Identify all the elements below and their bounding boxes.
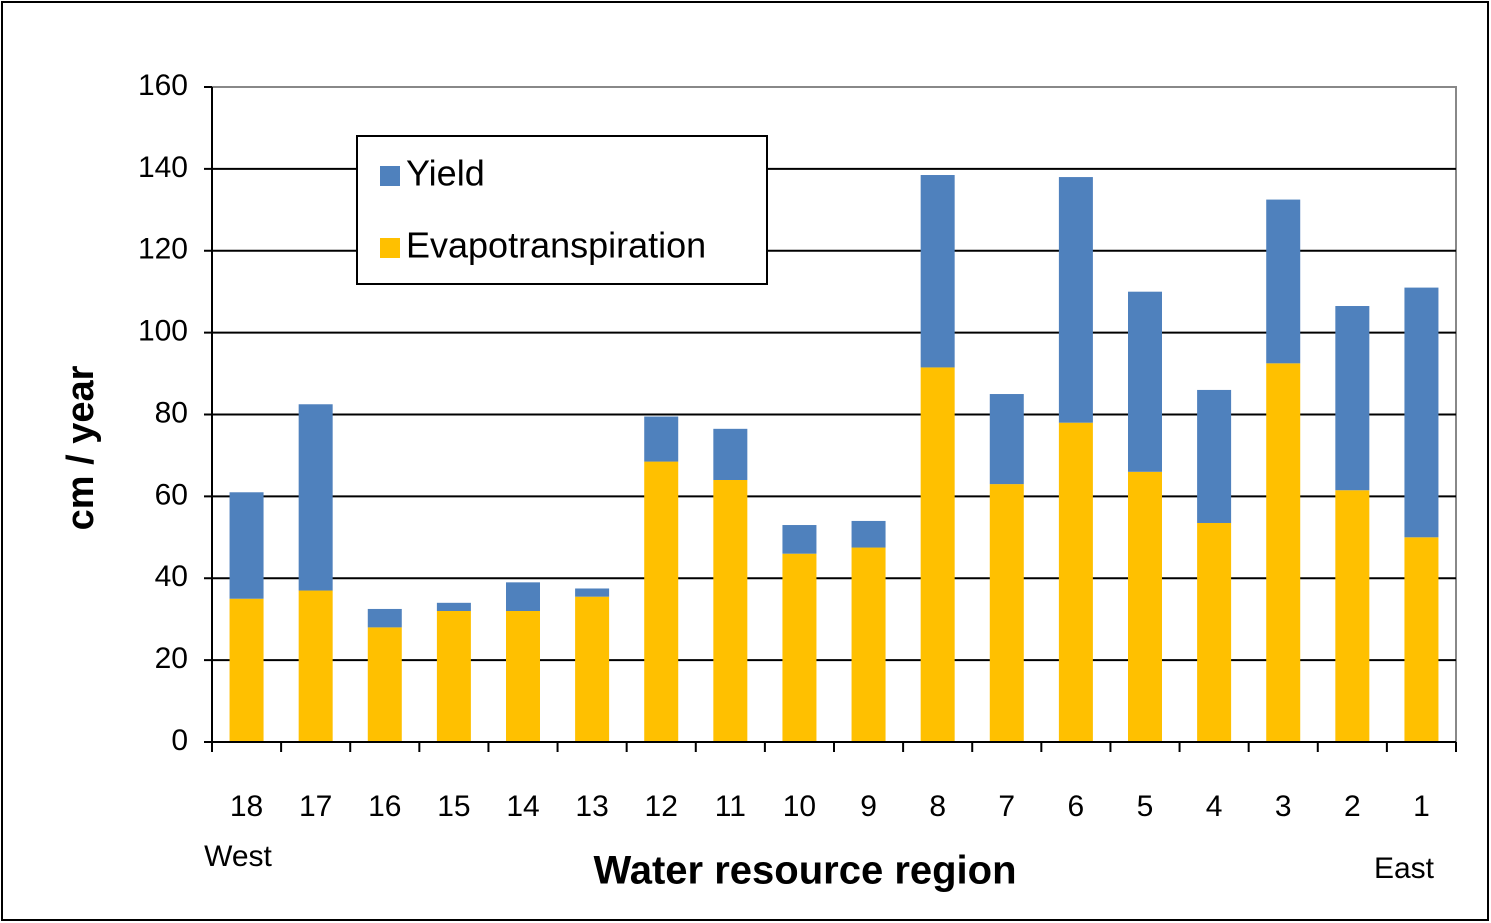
bar <box>644 416 679 462</box>
x-tick-label: 4 <box>1206 790 1223 823</box>
y-axis-title: cm / year <box>60 365 102 530</box>
x-tick-label: 9 <box>860 790 877 823</box>
bar <box>1266 199 1301 364</box>
bar <box>644 461 679 742</box>
x-tick-label: 18 <box>230 790 263 823</box>
legend-label: Yield <box>406 153 485 194</box>
x-tick-label: 2 <box>1344 790 1361 823</box>
bar <box>713 480 748 742</box>
bar <box>1128 291 1162 472</box>
annotation: West <box>204 840 272 873</box>
bar <box>506 582 540 611</box>
bar <box>1128 471 1162 742</box>
bar <box>1197 389 1232 523</box>
x-tick-label: 8 <box>929 790 946 823</box>
legend-swatch <box>380 166 400 186</box>
y-tick-label: 80 <box>155 396 188 429</box>
bar <box>506 611 540 742</box>
x-tick-label: 16 <box>368 790 401 823</box>
bar <box>1197 522 1232 742</box>
bar <box>920 367 955 742</box>
legend-swatch <box>380 238 400 258</box>
bar <box>229 598 264 742</box>
bar <box>851 520 886 548</box>
y-tick-label: 100 <box>138 315 188 348</box>
y-tick-label: 0 <box>171 724 188 757</box>
bar <box>1404 537 1439 742</box>
bar <box>1266 363 1301 742</box>
bar <box>920 175 955 368</box>
legend-label: Evapotranspiration <box>406 225 706 266</box>
bar <box>1335 306 1370 491</box>
x-tick-label: 13 <box>575 790 608 823</box>
bar <box>1058 422 1093 742</box>
bar <box>782 553 817 742</box>
bar <box>1335 490 1370 742</box>
x-tick-label: 15 <box>437 790 470 823</box>
x-tick-label: 3 <box>1275 790 1292 823</box>
bar <box>851 547 886 742</box>
x-tick-label: 5 <box>1137 790 1154 823</box>
y-tick-label: 120 <box>138 233 188 266</box>
x-tick-label: 6 <box>1068 790 1085 823</box>
bar <box>575 588 610 597</box>
y-tick-label: 40 <box>155 560 188 593</box>
bar <box>436 602 471 611</box>
x-tick-label: 11 <box>715 790 746 823</box>
bar <box>367 608 402 628</box>
x-tick-label: 1 <box>1413 790 1430 823</box>
bar <box>229 492 264 599</box>
x-tick-label: 17 <box>299 790 332 823</box>
legend-box <box>356 135 768 285</box>
bar <box>782 525 817 554</box>
y-tick-label: 140 <box>138 151 188 184</box>
annotation: East <box>1374 852 1435 885</box>
y-tick-label: 60 <box>155 478 188 511</box>
bar <box>1058 177 1093 423</box>
x-tick-label: 10 <box>783 790 816 823</box>
bar <box>298 590 333 742</box>
bar <box>989 394 1024 485</box>
bar <box>989 484 1024 742</box>
y-tick-label: 160 <box>138 69 188 102</box>
bar <box>575 596 610 742</box>
x-tick-label: 7 <box>998 790 1015 823</box>
x-tick-label: 12 <box>645 790 678 823</box>
bar <box>298 404 333 591</box>
x-tick-label: 14 <box>506 790 539 823</box>
bar <box>1404 287 1439 538</box>
x-axis-title: Water resource region <box>593 849 1016 893</box>
y-tick-label: 20 <box>155 642 188 675</box>
bar <box>436 611 471 742</box>
bar <box>713 428 748 480</box>
bar <box>367 627 402 742</box>
